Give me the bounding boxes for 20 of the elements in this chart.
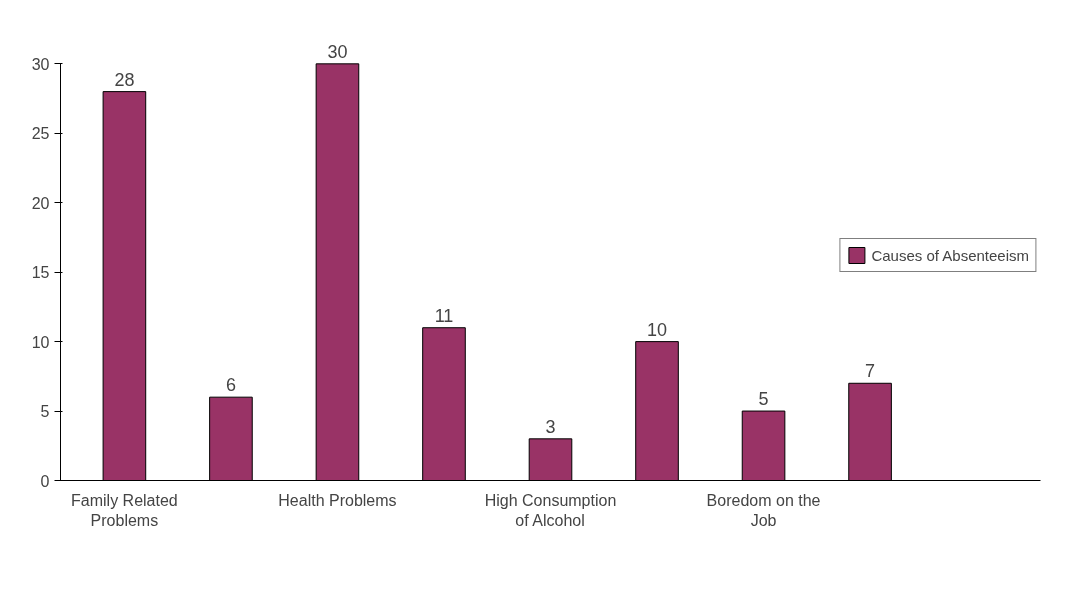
data-label: 6 <box>225 375 236 396</box>
y-tick-label: 20 <box>31 194 50 212</box>
y-tick-label: 10 <box>31 333 50 351</box>
y-tick-label: 25 <box>31 125 50 143</box>
y-tick-label: 30 <box>31 55 50 73</box>
x-tick-label: High Consumption of Alcohol <box>484 491 617 529</box>
data-label: 10 <box>647 319 668 340</box>
legend-label: Causes of Absenteeism <box>871 246 1029 264</box>
x-tick-label: Boredom on the Job <box>706 491 821 529</box>
data-label: 30 <box>327 41 348 62</box>
data-label: 28 <box>114 69 135 90</box>
x-tick-label: Health Problems <box>278 491 397 509</box>
y-tick-label: 15 <box>31 264 50 282</box>
data-label: 7 <box>865 361 876 382</box>
data-label: 11 <box>434 305 454 326</box>
y-tick-label: 0 <box>40 472 50 490</box>
y-tick-label: 5 <box>40 403 50 421</box>
data-label: 3 <box>545 416 556 437</box>
data-label: 5 <box>758 389 769 410</box>
x-tick-label: Family Related Problems <box>71 491 178 529</box>
